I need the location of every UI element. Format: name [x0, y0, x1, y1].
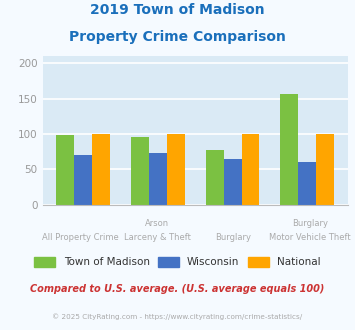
Bar: [167, 134, 185, 205]
Bar: [149, 153, 167, 205]
Text: Burglary: Burglary: [215, 233, 251, 242]
Text: Larceny & Theft: Larceny & Theft: [124, 233, 191, 242]
Text: © 2025 CityRating.com - https://www.cityrating.com/crime-statistics/: © 2025 CityRating.com - https://www.city…: [53, 314, 302, 320]
Bar: [316, 134, 334, 205]
Bar: [224, 159, 241, 205]
Bar: [75, 155, 92, 205]
Bar: [56, 135, 75, 205]
Bar: [241, 134, 260, 205]
Bar: [298, 162, 316, 205]
Legend: Town of Madison, Wisconsin, National: Town of Madison, Wisconsin, National: [30, 253, 325, 272]
Text: Arson: Arson: [145, 219, 169, 228]
Text: Compared to U.S. average. (U.S. average equals 100): Compared to U.S. average. (U.S. average …: [30, 284, 325, 294]
Bar: [206, 150, 224, 205]
Bar: [280, 94, 298, 205]
Text: 2019 Town of Madison: 2019 Town of Madison: [90, 3, 265, 17]
Text: Property Crime Comparison: Property Crime Comparison: [69, 30, 286, 44]
Text: All Property Crime: All Property Crime: [42, 233, 119, 242]
Bar: [92, 134, 110, 205]
Bar: [131, 137, 149, 205]
Text: Burglary: Burglary: [292, 219, 328, 228]
Text: Motor Vehicle Theft: Motor Vehicle Theft: [269, 233, 350, 242]
